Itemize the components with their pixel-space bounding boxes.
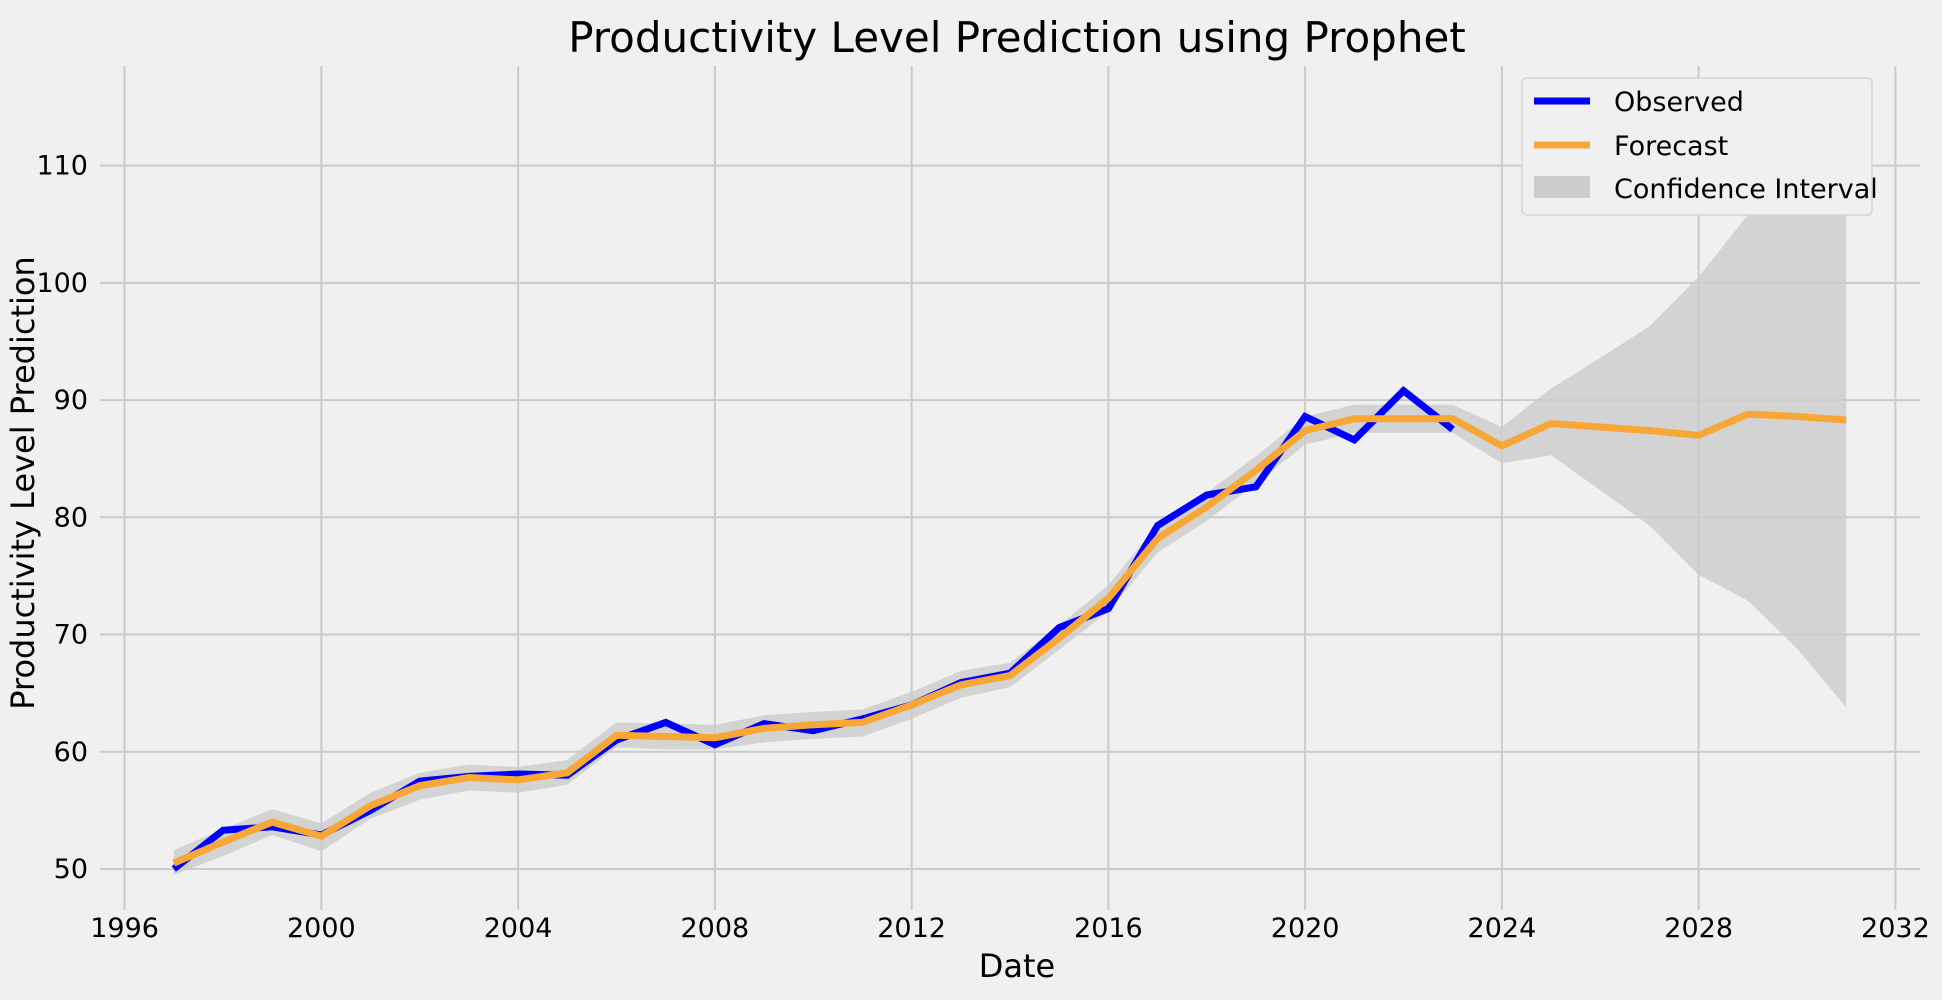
legend-label-confidence-interval: Confidence Interval	[1614, 174, 1878, 205]
x-tick-label: 2000	[287, 913, 356, 944]
y-tick-label: 110	[36, 151, 88, 182]
legend-swatch-confidence-interval	[1534, 176, 1590, 198]
x-tick-label: 2032	[1861, 913, 1930, 944]
x-tick-label: 2016	[1074, 913, 1143, 944]
x-tick-label: 2004	[484, 913, 553, 944]
x-tick-label: 2012	[877, 913, 946, 944]
legend: Observed Forecast Confidence Interval	[1521, 77, 1878, 216]
confidence-band-layer	[173, 100, 1847, 875]
tick-labels: 1996 2000 2004 2008 2012 2016 2020 2024 2028 2032…	[36, 151, 1929, 944]
x-tick-label: 2028	[1664, 913, 1733, 944]
y-tick-label: 100	[36, 268, 88, 299]
series-layer	[171, 386, 1847, 872]
y-tick-label: 50	[54, 854, 88, 885]
forecast-series-line	[172, 410, 1847, 867]
x-tick-label: 2024	[1468, 913, 1537, 944]
x-axis-label: Date	[979, 947, 1055, 985]
x-tick-label: 2008	[681, 913, 750, 944]
legend-frame	[1521, 77, 1873, 216]
y-tick-label: 90	[54, 385, 88, 416]
y-tick-label: 70	[54, 620, 88, 651]
x-tick-label: 1996	[90, 913, 159, 944]
x-tick-label: 2020	[1271, 913, 1340, 944]
y-tick-label: 80	[54, 502, 88, 533]
y-axis-label: Productivity Level Prediction	[4, 256, 42, 709]
chart-title: Productivity Level Prediction using Prop…	[568, 13, 1466, 62]
legend-label-observed: Observed	[1614, 87, 1744, 118]
y-tick-label: 60	[54, 737, 88, 768]
confidence-interval-band	[173, 100, 1847, 875]
legend-label-forecast: Forecast	[1614, 131, 1728, 162]
grid-lines	[100, 66, 1920, 910]
